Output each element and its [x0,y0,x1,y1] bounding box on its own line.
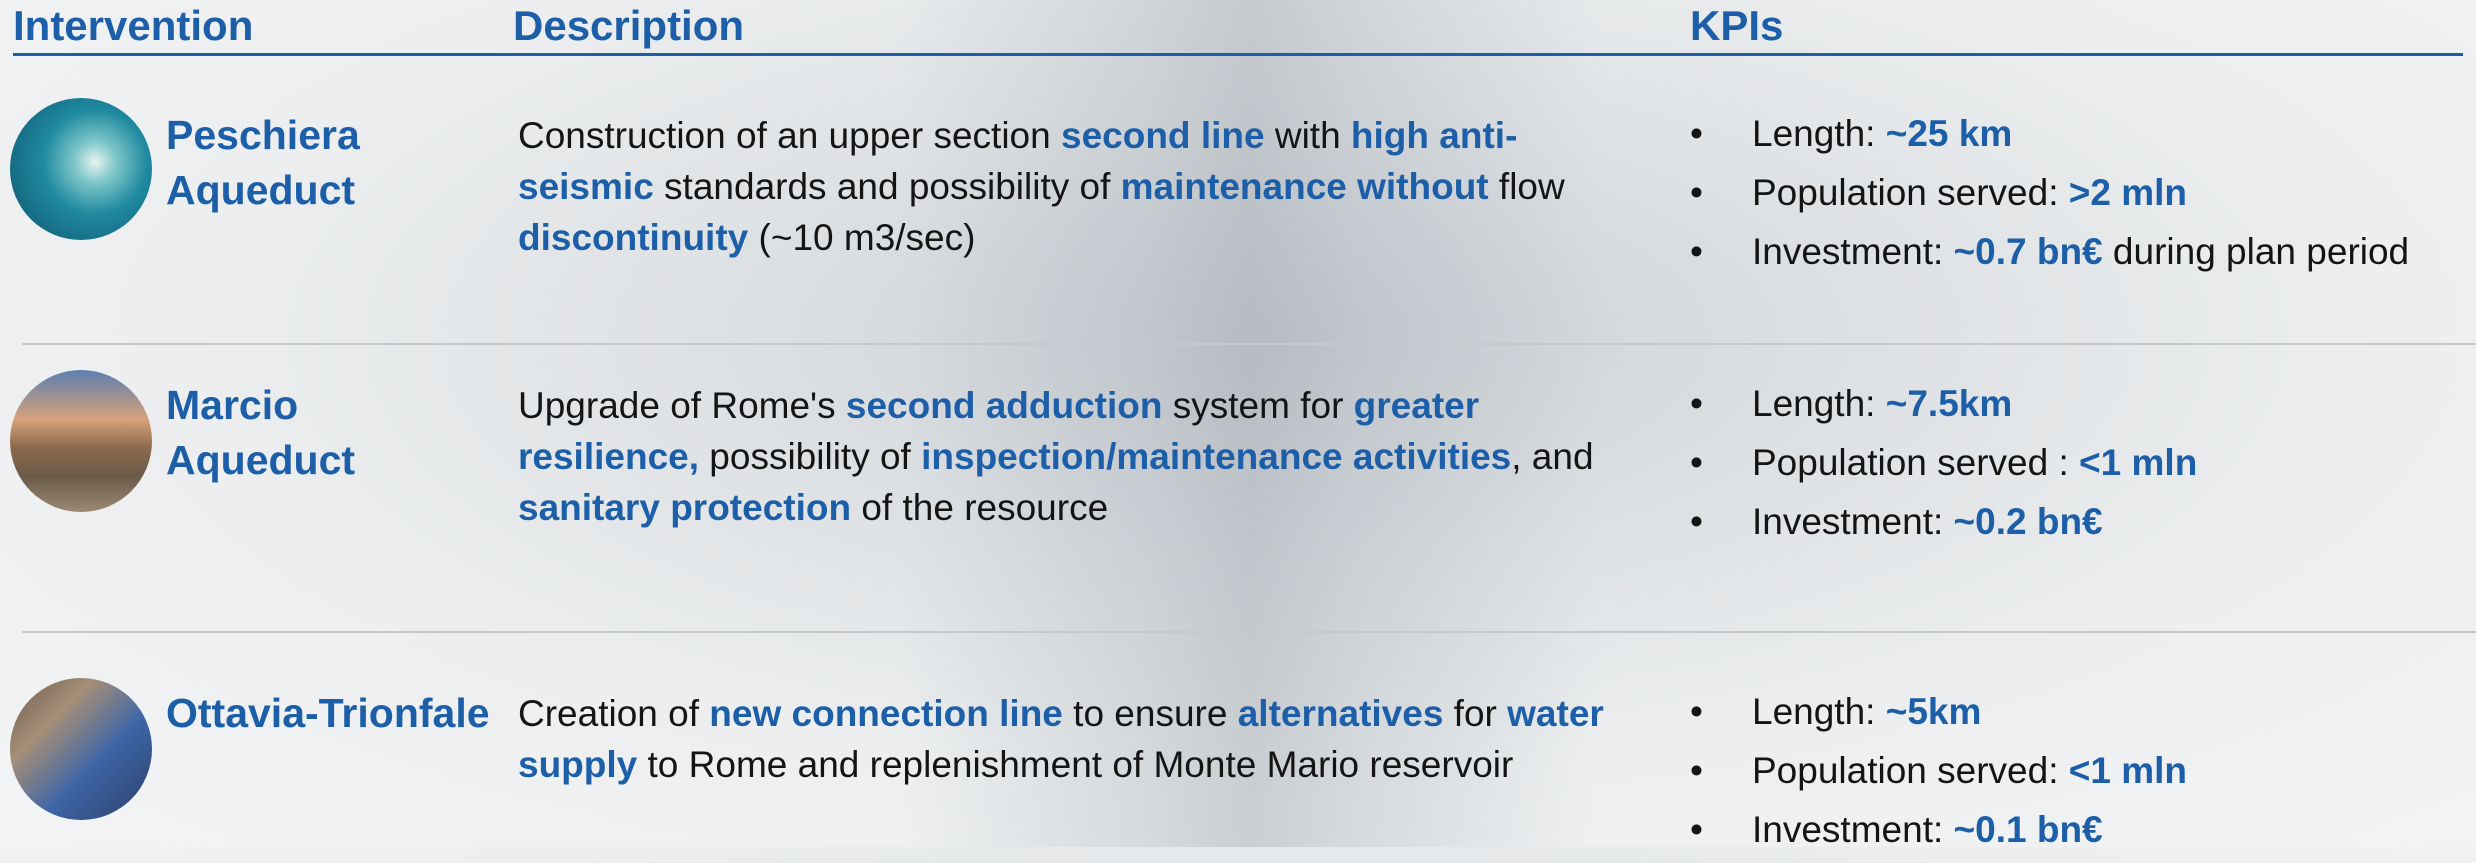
text: for [1443,693,1507,734]
highlight-text: second line [1061,115,1265,156]
text: Length: [1752,383,1886,424]
highlight-text: second adduction [846,385,1163,426]
thumbnail [10,370,152,512]
description: Construction of an upper section second … [518,110,1653,263]
description: Creation of new connection line to ensur… [518,688,1653,790]
highlight-text: <1 mln [2079,442,2197,483]
text: Population served: [1752,172,2069,213]
highlight-text: inspection/maintenance activities [921,436,1511,477]
kpi-item: Investment: ~0.1 bn€ [1690,804,2410,855]
kpi-list: Length: ~25 km Population served: >2 mln I… [1690,108,2410,285]
text: Investment: [1752,809,1954,850]
kpi-item: Investment: ~0.7 bn€ during plan period [1690,226,2410,277]
text: Population served: [1752,750,2069,791]
kpi-list: Length: ~5km Population served: <1 mln Inv… [1690,686,2410,863]
text: to ensure [1063,693,1238,734]
text: , and [1511,436,1593,477]
header-rule [13,53,2463,56]
kpi-item: Length: ~5km [1690,686,2410,737]
column-header: Description [513,2,744,50]
text: possibility of [699,436,921,477]
text: (~10 m3/sec) [748,217,975,258]
text: system for [1162,385,1353,426]
highlight-text: ~0.2 bn€ [1954,501,2103,542]
kpi-list: Length: ~7.5km Population served : <1 mln… [1690,378,2410,555]
text: Population served : [1752,442,2079,483]
thumbnail [10,98,152,240]
highlight-text: maintenance without [1121,166,1489,207]
text: flow [1489,166,1565,207]
kpi-item: Investment: ~0.2 bn€ [1690,496,2410,547]
text: Creation of [518,693,709,734]
text: Length: [1752,113,1886,154]
column-header: KPIs [1690,2,1783,50]
text: Investment: [1752,501,1954,542]
highlight-text: discontinuity [518,217,748,258]
column-header: Intervention [13,2,253,50]
highlight-text: <1 mln [2069,750,2187,791]
text: of the resource [851,487,1108,528]
highlight-text: ~5km [1886,691,1982,732]
row-separator [22,631,2476,633]
text: Upgrade of Rome's [518,385,846,426]
highlight-text: ~0.7 bn€ [1954,231,2103,272]
highlight-text: ~7.5km [1886,383,2013,424]
text: to Rome and replenishment of Monte Mario… [637,744,1513,785]
row-separator [22,343,2476,345]
text: during plan period [2103,231,2410,272]
thumbnail [10,678,152,820]
highlight-text: sanitary protection [518,487,851,528]
kpi-item: Population served: >2 mln [1690,167,2410,218]
highlight-text: >2 mln [2069,172,2187,213]
text: standards and possibility of [654,166,1121,207]
text: Construction of an upper section [518,115,1061,156]
slide: {"header": {"columns": ["Intervention", … [0,0,2476,847]
kpi-item: Length: ~25 km [1690,108,2410,159]
kpi-item: Population served : <1 mln [1690,437,2410,488]
kpi-item: Length: ~7.5km [1690,378,2410,429]
text: with [1265,115,1351,156]
text: Investment: [1752,231,1954,272]
text: Length: [1752,691,1886,732]
highlight-text: alternatives [1238,693,1444,734]
kpi-item: Population served: <1 mln [1690,745,2410,796]
intervention-name: Peschiera Aqueduct [166,108,496,218]
highlight-text: ~25 km [1886,113,2013,154]
intervention-name: Marcio Aqueduct [166,378,496,488]
description: Upgrade of Rome's second adduction syste… [518,380,1653,533]
intervention-name: Ottavia-Trionfale [166,686,496,741]
highlight-text: new connection line [709,693,1063,734]
highlight-text: ~0.1 bn€ [1954,809,2103,850]
